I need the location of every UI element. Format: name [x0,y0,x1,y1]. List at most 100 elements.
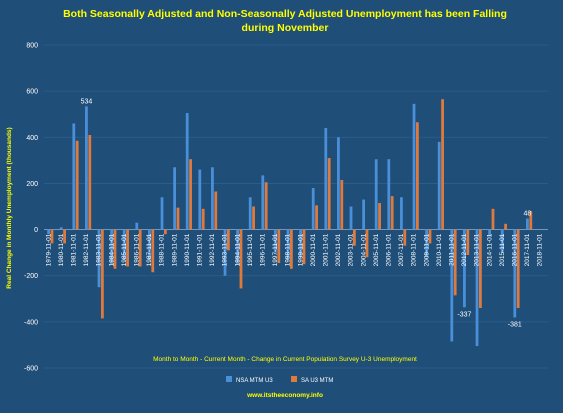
bar-sa [416,122,419,229]
bar-nsa [387,159,390,229]
bar-sa [202,209,205,230]
chart-title-line-2: during November [242,22,329,34]
x-tick-label: 1995-11-01 [247,233,254,266]
y-tick-label: 400 [26,135,38,142]
bar-nsa [85,106,88,229]
x-tick-label: 1990-11-01 [184,233,191,266]
bar-sa [76,141,79,230]
bar-sa [340,180,343,230]
bar-sa [328,158,331,230]
bar-nsa [400,197,403,229]
bar-sa [189,159,192,229]
bar-sa [214,192,217,230]
bar-nsa [60,227,63,229]
bar-sa [492,209,495,230]
x-tick-label: 1988-11-01 [159,233,166,266]
x-tick-label: 2002-11-01 [335,233,342,266]
bar-nsa [173,167,176,229]
bar-sa [252,207,255,230]
x-tick-label: 1986-11-01 [134,233,141,266]
y-tick-label: 200 [26,181,38,188]
x-tick-label: 1994-11-01 [234,233,241,266]
bar-nsa [198,170,201,230]
y-tick-label: -200 [24,273,38,280]
x-tick-label: 1987-11-01 [146,233,153,266]
y-tick-label: 600 [26,89,38,96]
x-tick-label: 2003-11-01 [348,233,355,266]
bar-nsa [350,207,353,230]
x-tick-label: 2015-11-01 [499,233,506,266]
bar-nsa [413,104,416,230]
x-tick-label: 1980-11-01 [58,233,65,266]
legend-label-sa: SA U3 MTM [301,378,333,384]
x-tick-label: 2004-11-01 [360,233,367,266]
x-tick-label: 1985-11-01 [121,233,128,266]
x-tick-label: 2007-11-01 [398,233,405,266]
x-tick-label: 2005-11-01 [373,233,380,266]
data-label: 534 [81,98,93,105]
bar-sa [504,224,507,230]
bar-nsa [362,200,365,230]
x-tick-label: 1999-11-01 [297,233,304,266]
legend-swatch-sa [291,376,297,382]
bar-nsa [135,223,138,230]
data-label: -381 [508,321,522,328]
bar-sa [265,182,268,229]
bar-nsa [186,113,189,230]
x-tick-label: 1983-11-01 [96,233,103,266]
x-axis-title: Month to Month - Current Month - Change … [153,356,417,363]
x-tick-label: 1998-11-01 [285,233,292,266]
bar-sa [177,208,180,230]
x-tick-label: 1991-11-01 [197,233,204,266]
bar-sa [441,99,444,229]
y-axis-title: Real Change in Monthly Unemployment (tho… [6,127,13,288]
x-tick-label: 1996-11-01 [260,233,267,266]
bar-nsa [324,128,327,230]
y-tick-label: 800 [26,43,38,50]
x-tick-label: 2012-11-01 [461,233,468,266]
x-tick-label: 2017-11-01 [524,233,531,266]
bar-nsa [337,137,340,229]
x-tick-label: 1982-11-01 [83,233,90,266]
bar-nsa [47,230,50,235]
x-tick-label: 2016-11-01 [512,233,519,266]
bar-nsa [438,142,441,230]
x-tick-label: 2008-11-01 [411,233,418,266]
bar-sa [315,205,318,229]
legend-swatch-nsa [226,376,232,382]
x-tick-label: 2001-11-01 [323,233,330,266]
x-tick-label: 2010-11-01 [436,233,443,266]
bar-nsa [161,197,164,229]
bar-nsa [72,123,75,229]
bar-nsa [261,175,264,229]
x-tick-label: 2009-11-01 [423,233,430,266]
x-tick-label: 1979-11-01 [45,233,52,266]
x-tick-label: 1981-11-01 [71,233,78,266]
data-label: -337 [457,311,471,318]
x-tick-label: 2006-11-01 [386,233,393,266]
x-tick-label: 1993-11-01 [222,233,229,266]
bar-nsa [211,167,214,229]
legend-label-nsa: NSA MTM U3 [236,378,273,384]
y-tick-label: -600 [24,366,38,373]
x-tick-label: 1989-11-01 [171,233,178,266]
bar-nsa [526,218,529,229]
bar-sa [164,230,167,235]
x-tick-label: 1992-11-01 [209,233,216,266]
bar-nsa [249,197,252,229]
x-tick-label: 2011-11-01 [449,233,456,266]
source-credit: www.itstheeconomy.info [246,392,323,399]
bar-nsa [312,188,315,230]
chart-title-line-1: Both Seasonally Adjusted and Non-Seasona… [63,8,507,20]
y-tick-label: -400 [24,319,38,326]
bar-sa [378,203,381,230]
bar-nsa [375,159,378,229]
data-label: 48 [524,210,532,217]
x-tick-label: 1997-11-01 [272,233,279,266]
y-tick-label: 0 [34,227,38,234]
x-tick-label: 2018-11-01 [537,233,544,266]
x-tick-label: 1984-11-01 [108,233,115,266]
